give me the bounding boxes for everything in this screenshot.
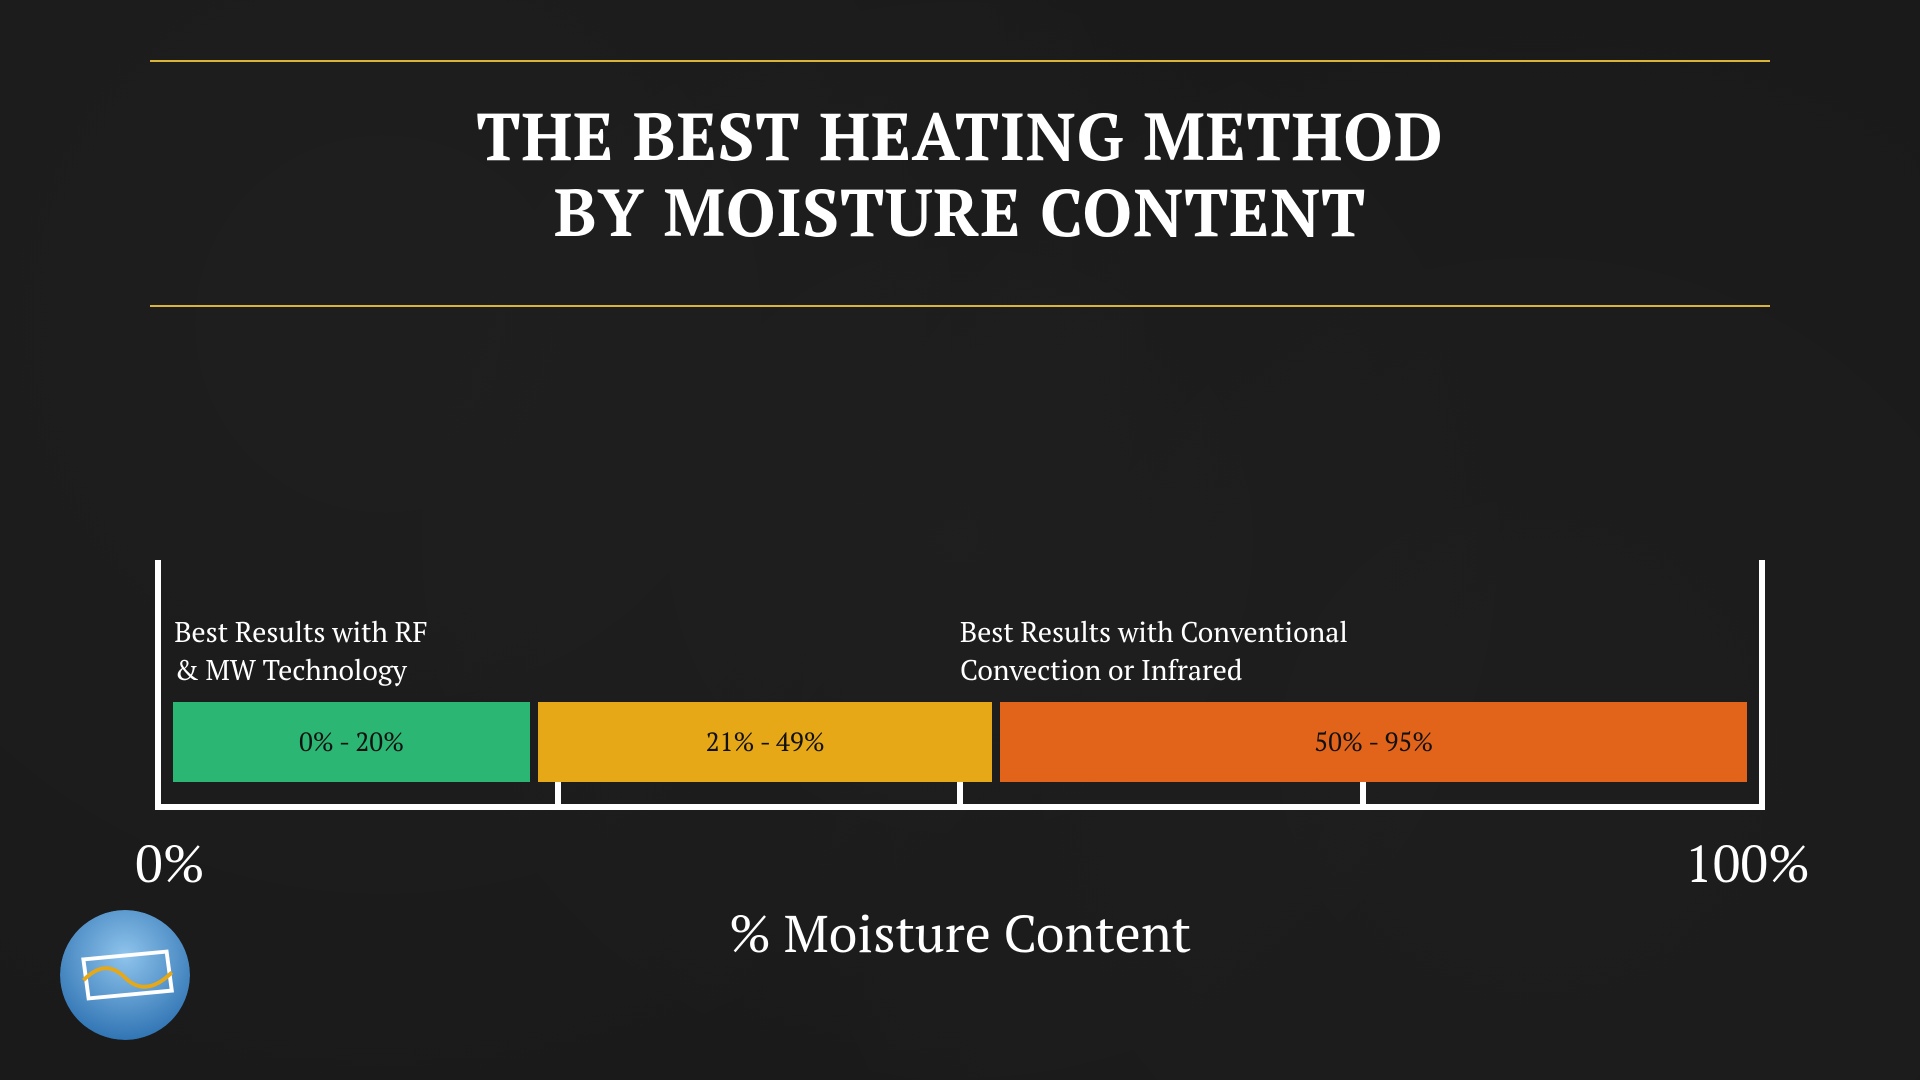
annotation-right: Best Results with ConventionalConvection… [960, 614, 1348, 690]
range-bar: 0% - 20% [173, 702, 530, 782]
range-bar: 21% - 49% [538, 702, 992, 782]
divider-top [150, 60, 1770, 62]
axis-label-left: 0% [135, 828, 205, 897]
range-bar: 50% - 95% [1000, 702, 1747, 782]
range-bar-label: 21% - 49% [706, 725, 825, 759]
range-bar-label: 50% - 95% [1314, 725, 1433, 759]
title-line-1: THE BEST HEATING METHOD [476, 91, 1443, 179]
moisture-range-chart: Best Results with RF& MW Technology Best… [155, 560, 1765, 810]
divider-bottom [150, 305, 1770, 307]
axis-end-right [1759, 560, 1765, 810]
bar-row: 0% - 20% 21% - 49% 50% - 95% [173, 702, 1747, 782]
title-line-2: BY MOISTURE CONTENT [554, 167, 1366, 255]
brand-logo [60, 910, 190, 1040]
annotation-left: Best Results with RF& MW Technology [174, 614, 427, 690]
range-bar-label: 0% - 20% [299, 725, 404, 759]
title-block: THE BEST HEATING METHOD BY MOISTURE CONT… [0, 98, 1920, 250]
page-title: THE BEST HEATING METHOD BY MOISTURE CONT… [0, 98, 1920, 250]
x-axis-title: % Moisture Content [155, 898, 1765, 967]
logo-icon [60, 910, 190, 1040]
axis-end-left [155, 560, 161, 810]
axis-baseline [155, 804, 1765, 810]
axis-label-right: 100% [1685, 828, 1810, 897]
